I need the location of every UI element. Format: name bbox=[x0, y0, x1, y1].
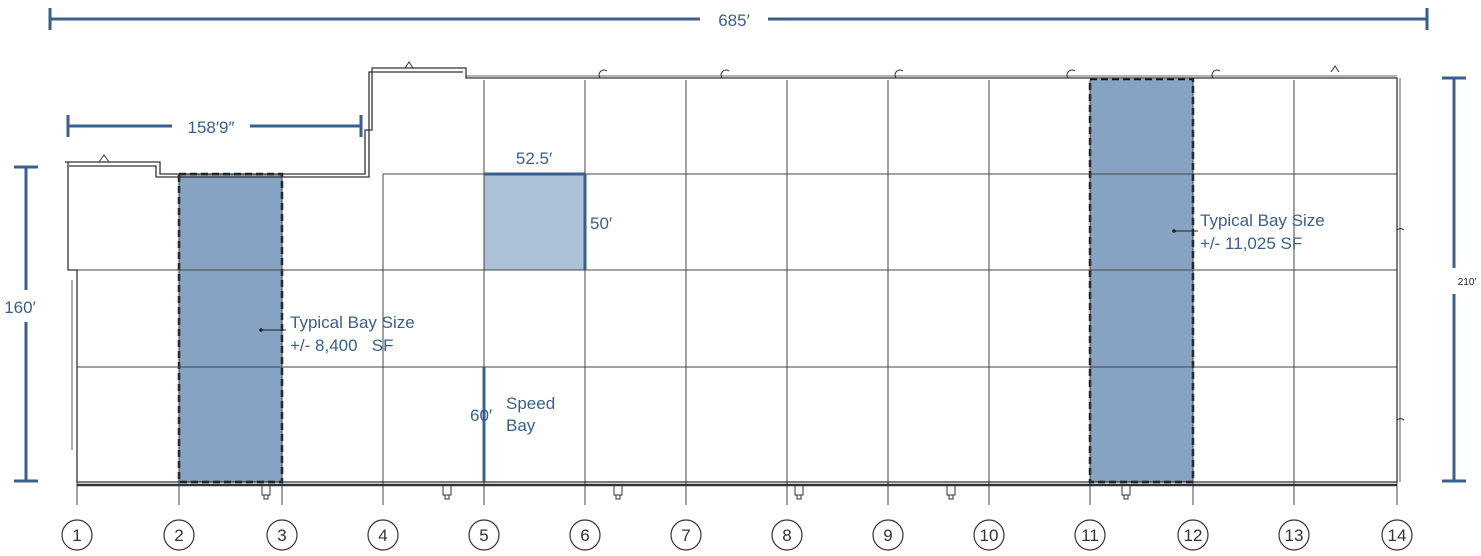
column-label-8: 8 bbox=[782, 526, 791, 545]
column-label-12: 12 bbox=[1184, 526, 1203, 545]
column-label-10: 10 bbox=[980, 526, 999, 545]
right-bay-callout-line1: Typical Bay Size bbox=[1200, 211, 1325, 230]
column-label-13: 13 bbox=[1285, 526, 1304, 545]
column-marker-4 bbox=[367, 519, 399, 551]
left-bay-callout-line2: +/- 8,400 SF bbox=[290, 336, 393, 355]
column-label-2: 2 bbox=[174, 526, 183, 545]
right-bay-callout-line2: +/- 11,025 SF bbox=[1200, 234, 1302, 253]
office-wall-inner bbox=[69, 71, 463, 178]
column-label-3: 3 bbox=[277, 526, 286, 545]
speed-bay-label-line2: Bay bbox=[506, 416, 536, 435]
column-label-4: 4 bbox=[378, 526, 387, 545]
door-mark bbox=[598, 69, 608, 79]
door-mark bbox=[1211, 69, 1221, 79]
column-marker-8 bbox=[771, 519, 803, 551]
dock-leveler bbox=[794, 485, 804, 500]
column-label-11: 11 bbox=[1081, 526, 1099, 545]
left-bay-leader-dot bbox=[259, 328, 263, 332]
right-bay-leader-dot bbox=[1172, 229, 1176, 233]
left-typical-bay bbox=[177, 172, 284, 484]
single-bay-sample bbox=[484, 174, 585, 270]
dock-leveler bbox=[613, 485, 623, 500]
overall-width-label: 685′ bbox=[718, 11, 750, 30]
dock-leveler bbox=[1121, 485, 1131, 500]
door-mark bbox=[720, 69, 730, 79]
column-marker-1 bbox=[61, 519, 93, 551]
door-mark bbox=[894, 69, 904, 79]
dock-levelers bbox=[261, 485, 1131, 500]
bay-width-label: 52.5′ bbox=[516, 149, 552, 168]
right-typical-bay bbox=[1088, 77, 1195, 484]
column-marker-11 bbox=[1074, 519, 1106, 551]
left-depth-label: 160′ bbox=[4, 298, 36, 317]
column-marker-5 bbox=[468, 519, 500, 551]
door-mark bbox=[1396, 418, 1405, 421]
column-marker-7 bbox=[670, 519, 702, 551]
speed-bay-label-line1: Speed bbox=[506, 394, 555, 413]
column-marker-10 bbox=[973, 519, 1005, 551]
office-width-dimension bbox=[66, 115, 363, 137]
column-labels: 1 2 3 4 5 6 7 8 9 10 11 12 13 14 bbox=[72, 526, 1406, 545]
speed-bay-depth-label: 60′ bbox=[470, 406, 492, 425]
bay-depth-label: 50′ bbox=[590, 214, 612, 233]
dock-leveler bbox=[261, 485, 271, 500]
column-marker-13 bbox=[1278, 519, 1310, 551]
column-marker-9 bbox=[872, 519, 904, 551]
dock-leveler bbox=[946, 485, 956, 500]
overall-width-dimension bbox=[48, 8, 1429, 30]
column-label-1: 1 bbox=[72, 526, 81, 545]
column-markers bbox=[61, 519, 1413, 551]
door-mark bbox=[404, 61, 414, 69]
dock-leveler bbox=[442, 485, 452, 500]
right-depth-label: 210′ bbox=[1458, 277, 1477, 288]
door-mark bbox=[98, 154, 110, 163]
column-label-6: 6 bbox=[580, 526, 589, 545]
column-marker-6 bbox=[569, 519, 601, 551]
right-depth-dimension bbox=[1442, 76, 1466, 483]
door-mark bbox=[1066, 69, 1076, 79]
column-label-5: 5 bbox=[479, 526, 488, 545]
column-marker-3 bbox=[266, 519, 298, 551]
office-wall bbox=[65, 67, 1398, 483]
column-label-9: 9 bbox=[883, 526, 892, 545]
door-mark bbox=[1396, 228, 1405, 231]
column-marker-12 bbox=[1177, 519, 1209, 551]
door-marks bbox=[98, 61, 1405, 421]
left-depth-dimension bbox=[14, 165, 38, 483]
office-width-label: 158′9″ bbox=[187, 118, 234, 137]
column-marker-14 bbox=[1381, 519, 1413, 551]
column-marker-2 bbox=[163, 519, 195, 551]
building-outline bbox=[65, 67, 1401, 487]
column-label-14: 14 bbox=[1388, 526, 1407, 545]
column-label-7: 7 bbox=[681, 526, 690, 545]
left-bay-callout-line1: Typical Bay Size bbox=[290, 313, 415, 332]
door-mark bbox=[1330, 65, 1340, 73]
